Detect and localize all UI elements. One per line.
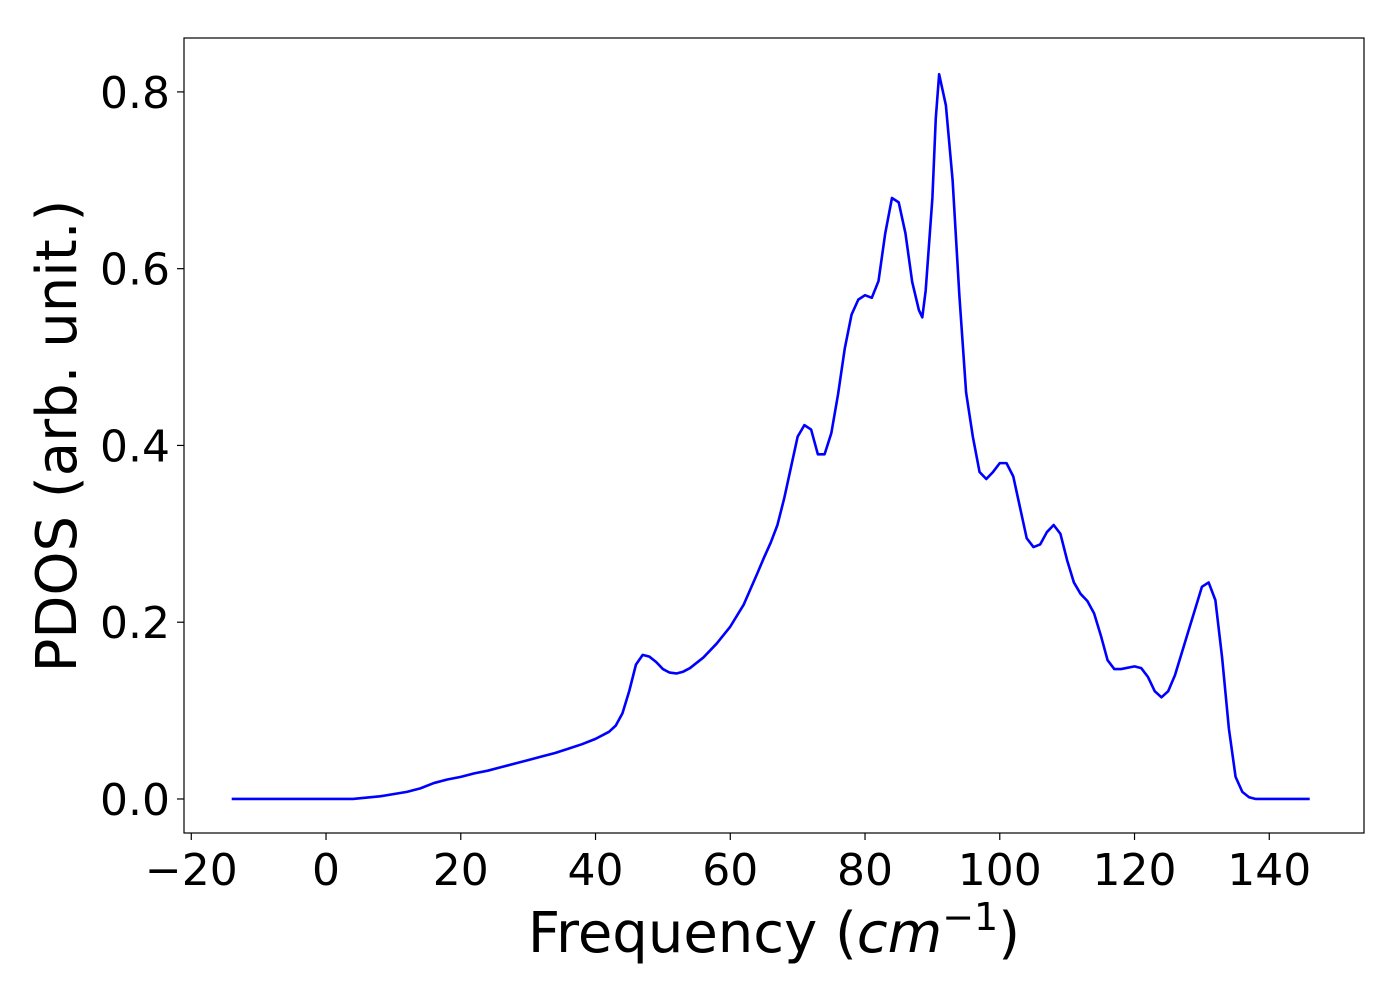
x-label-prefix: Frequency ( xyxy=(528,901,857,966)
x-tick-label: 60 xyxy=(702,845,758,896)
y-tick-label: 0.0 xyxy=(100,775,170,826)
x-label-unit: cm xyxy=(857,901,942,966)
x-tick-label: 140 xyxy=(1227,845,1311,896)
x-tick-label: 80 xyxy=(837,845,893,896)
plot-frame xyxy=(183,37,1365,834)
y-tick-label: 0.2 xyxy=(100,598,170,649)
x-tick-label: 40 xyxy=(568,845,624,896)
x-tick-label: 120 xyxy=(1093,845,1177,896)
y-axis-label: PDOS (arb. unit.) xyxy=(25,200,90,673)
x-label-exponent: −1 xyxy=(942,895,998,939)
data-line xyxy=(231,72,1310,801)
x-tick-label: 0 xyxy=(312,845,340,896)
x-axis-label: Frequency (cm−1) xyxy=(528,895,1020,966)
x-tick-label: 100 xyxy=(958,845,1042,896)
x-tick-label: −20 xyxy=(145,845,238,896)
y-tick-label: 0.8 xyxy=(100,68,170,119)
y-tick-label: 0.4 xyxy=(100,421,170,472)
x-label-suffix: ) xyxy=(998,901,1020,966)
x-tick-label: 20 xyxy=(433,845,489,896)
y-tick-label: 0.6 xyxy=(100,245,170,296)
